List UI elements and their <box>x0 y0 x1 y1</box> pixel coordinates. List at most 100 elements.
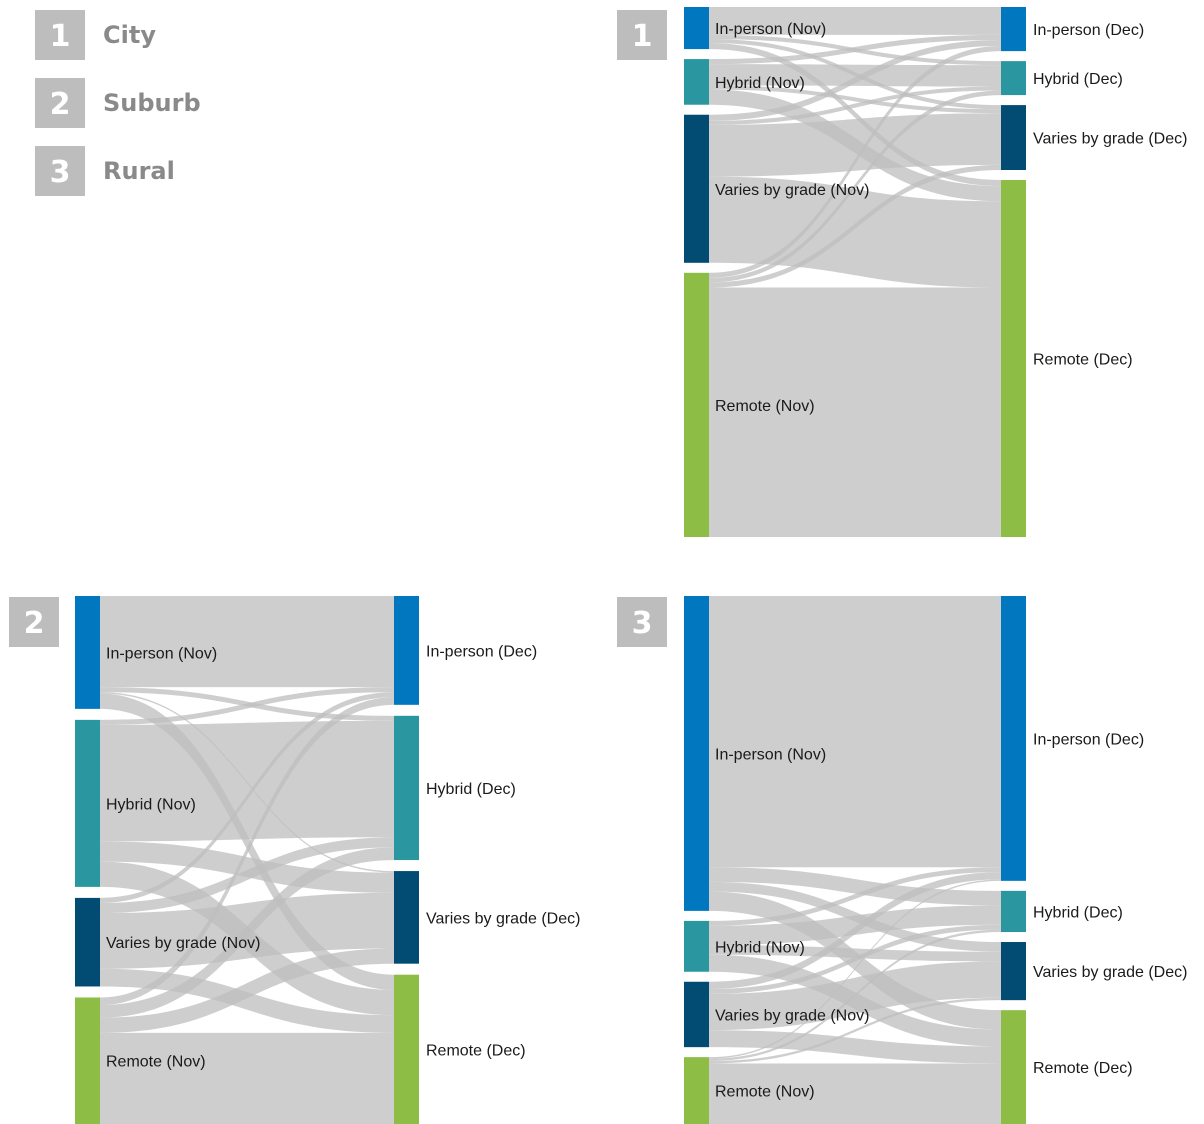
node-label-remote-nov: Remote (Nov) <box>106 1054 206 1071</box>
link-hybrid-to-hybrid <box>709 905 1001 946</box>
node-label-hybrid-dec: Hybrid (Dec) <box>1033 904 1123 921</box>
link-hybrid-to-hybrid <box>100 720 394 842</box>
legend-item-suburb: 2 Suburb <box>35 78 201 128</box>
node-varies-nov <box>684 981 709 1048</box>
panel-badge: 3 <box>617 597 667 647</box>
node-varies-dec <box>394 871 419 964</box>
node-label-varies-dec: Varies by grade (Dec) <box>1033 131 1187 148</box>
legend-number: 2 <box>50 87 71 122</box>
node-in_person-nov <box>684 7 709 50</box>
links <box>709 596 1001 1124</box>
node-remote-dec <box>1001 1010 1026 1124</box>
link-varies-to-hybrid <box>709 924 1001 994</box>
node-hybrid-nov <box>684 920 709 972</box>
legend-label: Suburb <box>103 89 201 117</box>
link-varies-to-hybrid <box>709 86 1001 125</box>
link-in_person-to-hybrid <box>709 867 1001 906</box>
node-label-in_person-nov: In-person (Nov) <box>106 645 217 662</box>
node-label-hybrid-nov: Hybrid (Nov) <box>715 75 805 92</box>
badge-number: 3 <box>632 606 653 641</box>
link-remote-to-hybrid <box>709 90 1001 283</box>
link-hybrid-to-hybrid <box>709 64 1001 87</box>
link-varies-to-in_person <box>100 692 394 903</box>
node-hybrid-dec <box>394 715 419 861</box>
node-label-remote-dec: Remote (Dec) <box>426 1042 526 1059</box>
legend-label: City <box>103 21 156 49</box>
link-remote-to-in_person <box>709 46 1001 278</box>
link-varies-to-in_person <box>709 39 1001 121</box>
link-hybrid-to-varies <box>100 841 394 893</box>
node-remote-nov <box>684 272 709 537</box>
node-label-in_person-nov: In-person (Nov) <box>715 21 826 38</box>
link-remote-to-varies <box>709 164 1001 288</box>
node-label-remote-nov: Remote (Nov) <box>715 1084 815 1101</box>
panel-badge: 1 <box>617 10 667 60</box>
node-label-varies-dec: Varies by grade (Dec) <box>426 910 580 927</box>
legend-number: 3 <box>50 155 71 190</box>
node-remote-nov <box>684 1057 709 1124</box>
links <box>100 596 394 1124</box>
node-label-in_person-dec: In-person (Dec) <box>1033 22 1144 39</box>
node-in_person-dec <box>1001 7 1026 52</box>
badge-number: 2 <box>24 606 45 641</box>
link-hybrid-to-in_person <box>100 687 394 725</box>
link-in_person-to-remote <box>100 693 394 990</box>
link-in_person-to-in_person <box>100 596 394 688</box>
link-varies-to-remote <box>100 968 394 1033</box>
node-label-hybrid-dec: Hybrid (Dec) <box>1033 71 1123 88</box>
node-hybrid-dec <box>1001 61 1026 96</box>
link-hybrid-to-varies <box>709 85 1001 114</box>
link-varies-to-hybrid <box>100 837 394 914</box>
link-remote-to-varies <box>100 948 394 1033</box>
node-label-hybrid-nov: Hybrid (Nov) <box>715 939 805 956</box>
node-remote-dec <box>394 974 419 1124</box>
link-remote-to-in_person <box>100 697 394 1006</box>
sankey-panel-rural: 3 In-person (Nov) In-person (Dec) Hybrid (N… <box>617 596 1187 1124</box>
link-in_person-to-remote <box>709 43 1001 187</box>
node-in_person-nov <box>75 596 100 709</box>
node-label-in_person-dec: In-person (Dec) <box>426 643 537 660</box>
badge-number: 1 <box>632 19 653 54</box>
badge-box <box>617 597 667 647</box>
node-label-varies-nov: Varies by grade (Nov) <box>715 1007 869 1024</box>
legend-item-city: 1 City <box>35 10 156 60</box>
node-label-varies-nov: Varies by grade (Nov) <box>106 935 260 952</box>
node-in_person-dec <box>1001 596 1026 881</box>
link-in_person-to-in_person <box>709 596 1001 868</box>
node-label-remote-dec: Remote (Dec) <box>1033 352 1133 369</box>
link-remote-to-in_person <box>709 879 1001 1059</box>
node-label-hybrid-nov: Hybrid (Nov) <box>106 796 196 813</box>
node-remote-nov <box>75 997 100 1124</box>
legend-badge <box>35 78 85 128</box>
node-varies-nov <box>684 114 709 263</box>
node-in_person-dec <box>394 596 419 705</box>
legend: 1 City 2 Suburb 3 Rural <box>35 10 201 196</box>
link-remote-to-remote <box>709 1063 1001 1124</box>
sankey-panel-suburb: 2 In-person (Nov) In-person (Dec) Hybrid (N… <box>9 596 580 1124</box>
link-hybrid-to-in_person <box>709 34 1001 65</box>
node-in_person-nov <box>684 596 709 911</box>
legend-label: Rural <box>103 157 175 185</box>
badge-box <box>617 10 667 60</box>
sankey-panel-city: 1 In-person (Nov) In-person (Dec) Hybrid (N… <box>617 7 1187 538</box>
panel-badge: 2 <box>9 597 59 647</box>
link-remote-to-remote <box>709 287 1001 537</box>
node-hybrid-nov <box>75 719 100 887</box>
node-varies-dec <box>1001 105 1026 171</box>
node-label-in_person-nov: In-person (Nov) <box>715 746 826 763</box>
legend-number: 1 <box>50 19 71 54</box>
node-label-varies-dec: Varies by grade (Dec) <box>1033 964 1187 981</box>
link-remote-to-varies <box>709 997 1001 1064</box>
link-remote-to-hybrid <box>709 929 1001 1062</box>
node-hybrid-dec <box>1001 890 1026 933</box>
legend-item-rural: 3 Rural <box>35 146 175 196</box>
node-label-varies-nov: Varies by grade (Nov) <box>715 182 869 199</box>
link-remote-to-hybrid <box>100 847 394 1018</box>
badge-box <box>9 597 59 647</box>
node-varies-dec <box>1001 942 1026 1001</box>
link-varies-to-varies <box>709 113 1001 177</box>
link-in_person-to-in_person <box>709 7 1001 35</box>
node-varies-nov <box>75 897 100 987</box>
node-label-hybrid-dec: Hybrid (Dec) <box>426 781 516 798</box>
